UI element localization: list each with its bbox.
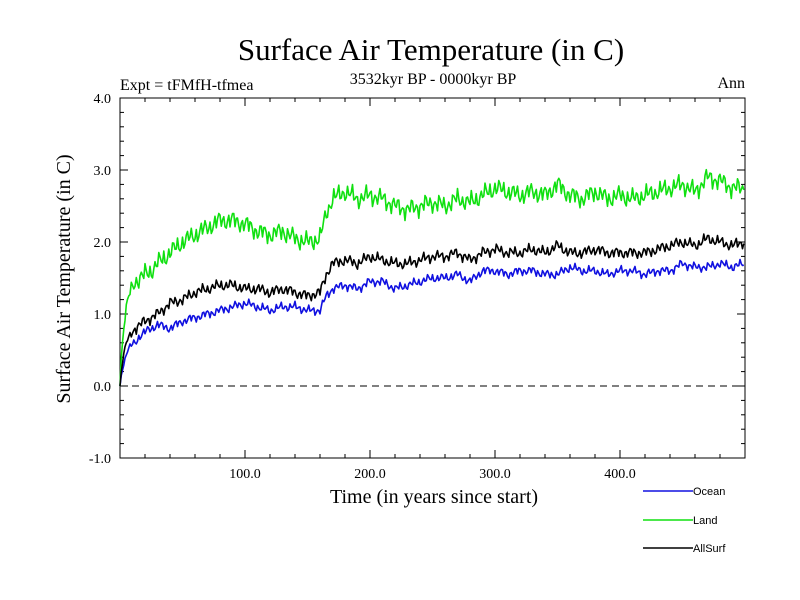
legend-label-ocean: Ocean [693, 486, 725, 498]
x-tick-label: 100.0 [229, 467, 261, 482]
x-tick-label: 200.0 [354, 467, 386, 482]
series-line-allsurf [119, 233, 745, 387]
y-axis-label: Surface Air Temperature (in C) [53, 154, 75, 403]
season-label: Ann [717, 75, 745, 92]
y-tick-label: 0.0 [94, 380, 112, 395]
y-tick-label: 4.0 [94, 92, 112, 107]
time-range-subtitle: 3532kyr BP - 0000kyr BP [350, 71, 517, 88]
series-line-land [119, 168, 745, 387]
y-tick-label: 2.0 [94, 236, 112, 251]
x-tick-label: 300.0 [479, 467, 511, 482]
legend: Ocean Land AllSurf [643, 486, 726, 555]
y-tick-label: 3.0 [94, 164, 112, 179]
legend-label-allsurf: AllSurf [693, 543, 726, 555]
x-axis-label: Time (in years since start) [330, 486, 538, 508]
y-tick-label: 1.0 [94, 308, 112, 323]
chart-title: Surface Air Temperature (in C) [238, 32, 624, 67]
experiment-label: Expt = tFMfH-tfmea [120, 77, 253, 94]
plot-area: -1.0 0.0 1.0 2.0 3.0 4.0 100.0 200.0 300.0 400.0 [89, 92, 746, 482]
x-tick-label: 400.0 [604, 467, 636, 482]
series-line-ocean [119, 258, 744, 387]
y-tick-label: -1.0 [89, 452, 111, 467]
plot-frame [119, 97, 746, 459]
legend-label-land: Land [693, 515, 717, 527]
